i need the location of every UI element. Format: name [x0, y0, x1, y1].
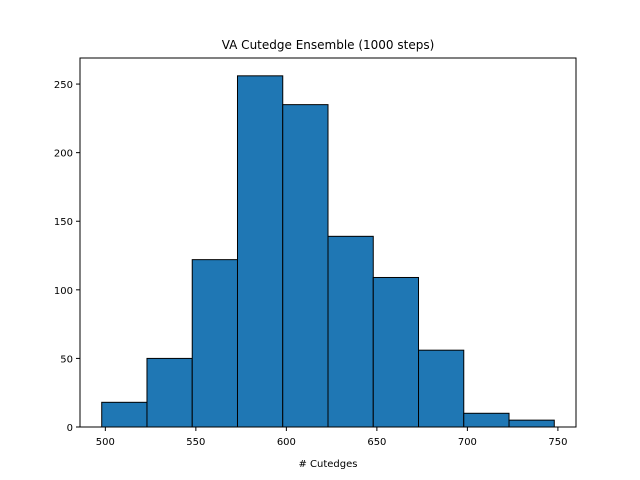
histogram-bar — [101, 401, 148, 428]
y-tick-label: 50 — [60, 354, 73, 365]
y-tick-label: 100 — [54, 286, 73, 297]
y-tick-label: 150 — [54, 217, 73, 228]
histogram-bar — [463, 412, 510, 428]
x-axis-label: # Cutedges — [298, 459, 357, 470]
x-tick-label: 750 — [548, 437, 567, 448]
plot-area-frame — [79, 57, 577, 428]
y-tick-label: 0 — [67, 423, 73, 434]
x-tick-label: 600 — [277, 437, 296, 448]
x-tick-label: 700 — [458, 437, 477, 448]
x-axis-ticks: 500 550 600 650 700 750 — [96, 427, 567, 448]
chart-title: VA Cutedge Ensemble (1000 steps) — [222, 38, 435, 52]
x-tick-label: 650 — [367, 437, 386, 448]
histogram-bar — [418, 349, 465, 428]
histogram-bar — [236, 75, 284, 428]
histogram-bar — [282, 104, 329, 428]
bars-group — [101, 75, 555, 428]
y-tick-label: 250 — [54, 80, 73, 91]
x-tick-label: 500 — [96, 437, 115, 448]
histogram-bar — [146, 357, 193, 428]
histogram-bar — [191, 259, 238, 428]
x-tick-label: 550 — [186, 437, 205, 448]
histogram-bar — [508, 419, 555, 428]
histogram-bar — [372, 276, 420, 428]
histogram-bar — [327, 235, 374, 428]
y-tick-label: 200 — [54, 149, 73, 160]
y-axis-ticks: 0 50 100 150 200 250 — [54, 80, 80, 434]
